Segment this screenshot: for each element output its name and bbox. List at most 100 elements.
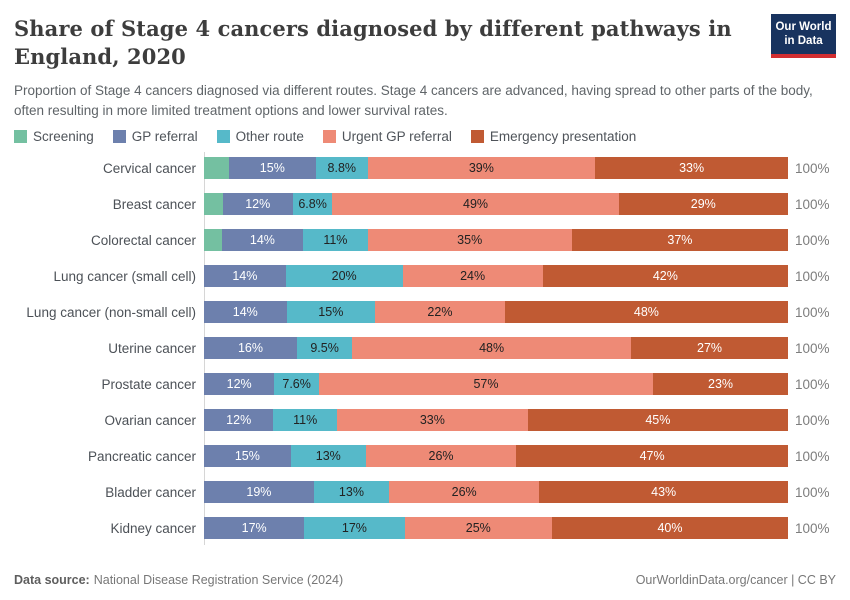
stacked-bar: 17% 17% 25% 40%	[204, 517, 788, 540]
segment-value-label: 15%	[318, 305, 344, 320]
bar-segment-other-route[interactable]: 17%	[304, 517, 405, 540]
segment-value-label: 11%	[293, 413, 318, 428]
category-label: Bladder cancer	[105, 484, 196, 500]
bar-segment-other-route[interactable]: 13%	[290, 445, 366, 468]
segment-value-label: 15%	[259, 161, 285, 176]
bar-segment-emergency-presentation[interactable]: 33%	[595, 157, 788, 180]
bar-segment-other-route[interactable]: 13%	[313, 481, 390, 504]
segment-value-label: 23%	[708, 377, 734, 392]
legend-swatch-urgent-gp-referral	[322, 130, 336, 144]
bar-segment-urgent-gp-referral[interactable]: 35%	[367, 229, 572, 252]
chart-row: Ovarian cancer 12% 11% 33% 45% 100%	[14, 409, 836, 432]
bar-segment-urgent-gp-referral[interactable]: 33%	[336, 409, 528, 432]
bar-segment-urgent-gp-referral[interactable]: 25%	[404, 517, 553, 540]
bar-segment-gp-referral[interactable]: 19%	[204, 481, 314, 504]
bar-segment-other-route[interactable]: 8.8%	[316, 157, 368, 180]
legend-item-urgent-gp-referral[interactable]: Urgent GP referral	[322, 129, 452, 144]
bar-segment-other-route[interactable]: 6.8%	[292, 193, 333, 216]
total-label: 100%	[795, 520, 830, 536]
bar-segment-urgent-gp-referral[interactable]: 26%	[389, 481, 540, 504]
owid-logo-line2: in Data	[784, 35, 823, 48]
category-label: Prostate cancer	[101, 376, 196, 392]
segment-value-label: 13%	[338, 485, 364, 500]
legend-item-gp-referral[interactable]: GP referral	[112, 129, 198, 145]
segment-value-label: 57%	[473, 377, 499, 392]
bar-segment-other-route[interactable]: 11%	[273, 409, 337, 432]
segment-value-label: 15%	[234, 449, 260, 464]
bar-segment-gp-referral[interactable]: 15%	[228, 157, 317, 180]
bar-segment-urgent-gp-referral[interactable]: 39%	[367, 157, 596, 180]
bar-segment-screening[interactable]	[204, 229, 222, 252]
bar-segment-emergency-presentation[interactable]: 27%	[631, 337, 788, 360]
bar-segment-urgent-gp-referral[interactable]: 49%	[332, 193, 619, 216]
bar-segment-gp-referral[interactable]: 14%	[221, 229, 304, 252]
segment-value-label: 19%	[246, 485, 272, 500]
bar-segment-urgent-gp-referral[interactable]: 57%	[318, 373, 654, 396]
legend-label: GP referral	[131, 129, 198, 145]
bar-segment-emergency-presentation[interactable]: 42%	[542, 265, 788, 288]
bar-segment-gp-referral[interactable]: 17%	[204, 517, 305, 540]
segment-value-label: 17%	[241, 521, 267, 536]
bar-segment-urgent-gp-referral[interactable]: 48%	[352, 337, 632, 360]
bar-segment-screening[interactable]	[204, 157, 229, 180]
owid-license-link[interactable]: OurWorldinData.org/cancer | CC BY	[635, 573, 836, 587]
chart-row: Prostate cancer 12% 7.6% 57% 23% 100%	[14, 373, 836, 396]
total-label: 100%	[795, 448, 830, 464]
bar-segment-gp-referral[interactable]: 12%	[204, 409, 274, 432]
total-label: 100%	[795, 304, 830, 320]
bar-segment-other-route[interactable]: 11%	[303, 229, 368, 252]
segment-value-label: 11%	[323, 233, 348, 248]
bar-segment-gp-referral[interactable]: 16%	[204, 337, 297, 360]
segment-value-label: 14%	[249, 233, 275, 248]
bar-segment-gp-referral[interactable]: 14%	[204, 301, 287, 324]
legend-label: Screening	[33, 129, 94, 145]
segment-value-label: 42%	[652, 269, 678, 284]
bar-segment-other-route[interactable]: 20%	[285, 265, 403, 288]
bar-segment-gp-referral[interactable]: 14%	[204, 265, 286, 288]
bar-segment-emergency-presentation[interactable]: 37%	[571, 229, 788, 252]
legend-item-other-route[interactable]: Other route	[216, 129, 304, 144]
bar-segment-gp-referral[interactable]: 15%	[204, 445, 291, 468]
owid-logo[interactable]: Our World in Data	[771, 14, 836, 58]
bar-segment-gp-referral[interactable]: 12%	[204, 373, 275, 396]
bar-segment-other-route[interactable]: 7.6%	[274, 373, 319, 396]
chart-rows: Cervical cancer 15% 8.8% 39% 33% 100% Breast c…	[14, 157, 836, 540]
stacked-bar: 19% 13% 26% 43%	[204, 481, 788, 504]
bar-segment-gp-referral[interactable]: 12%	[222, 193, 293, 216]
segment-value-label: 40%	[657, 521, 683, 536]
segment-value-label: 39%	[468, 161, 494, 176]
data-source-value: National Disease Registration Service (2…	[93, 573, 344, 587]
segment-value-label: 25%	[465, 521, 491, 536]
bar-segment-emergency-presentation[interactable]: 47%	[516, 445, 788, 468]
segment-value-label: 47%	[639, 449, 665, 464]
header: Share of Stage 4 cancers diagnosed by di…	[0, 0, 850, 120]
stacked-bar: 14% 20% 24% 42%	[204, 265, 788, 288]
bar-segment-emergency-presentation[interactable]: 48%	[504, 301, 788, 324]
bar-segment-emergency-presentation[interactable]: 43%	[539, 481, 788, 504]
chart-row: Breast cancer 12% 6.8% 49% 29% 100%	[14, 193, 836, 216]
stacked-bar: 16% 9.5% 48% 27%	[204, 337, 788, 360]
segment-value-label: 26%	[451, 485, 477, 500]
bar-segment-urgent-gp-referral[interactable]: 22%	[375, 301, 505, 324]
bar-segment-screening[interactable]	[204, 193, 223, 216]
bar-segment-emergency-presentation[interactable]: 45%	[527, 409, 788, 432]
page-title: Share of Stage 4 cancers diagnosed by di…	[14, 16, 732, 70]
category-label: Breast cancer	[112, 196, 196, 212]
chart-row: Lung cancer (small cell) 14% 20% 24% 42% 100%	[14, 265, 836, 288]
legend-swatch-gp-referral	[112, 130, 126, 144]
bar-segment-emergency-presentation[interactable]: 40%	[552, 517, 788, 540]
segment-value-label: 29%	[690, 197, 716, 212]
bar-segment-urgent-gp-referral[interactable]: 24%	[402, 265, 543, 288]
segment-value-label: 33%	[419, 413, 445, 428]
legend-item-screening[interactable]: Screening	[14, 129, 94, 144]
segment-value-label: 6.8%	[298, 197, 327, 212]
bar-segment-emergency-presentation[interactable]: 23%	[653, 373, 788, 396]
bar-segment-urgent-gp-referral[interactable]: 26%	[365, 445, 517, 468]
legend-item-emergency-presentation[interactable]: Emergency presentation	[470, 129, 636, 144]
bar-segment-emergency-presentation[interactable]: 29%	[618, 193, 788, 216]
chart-row: Colorectal cancer 14% 11% 35% 37% 100%	[14, 229, 836, 252]
bar-segment-other-route[interactable]: 15%	[286, 301, 376, 324]
owid-logo-line1: Our World	[775, 21, 832, 33]
bar-segment-other-route[interactable]: 9.5%	[296, 337, 353, 360]
segment-value-label: 48%	[633, 305, 659, 320]
